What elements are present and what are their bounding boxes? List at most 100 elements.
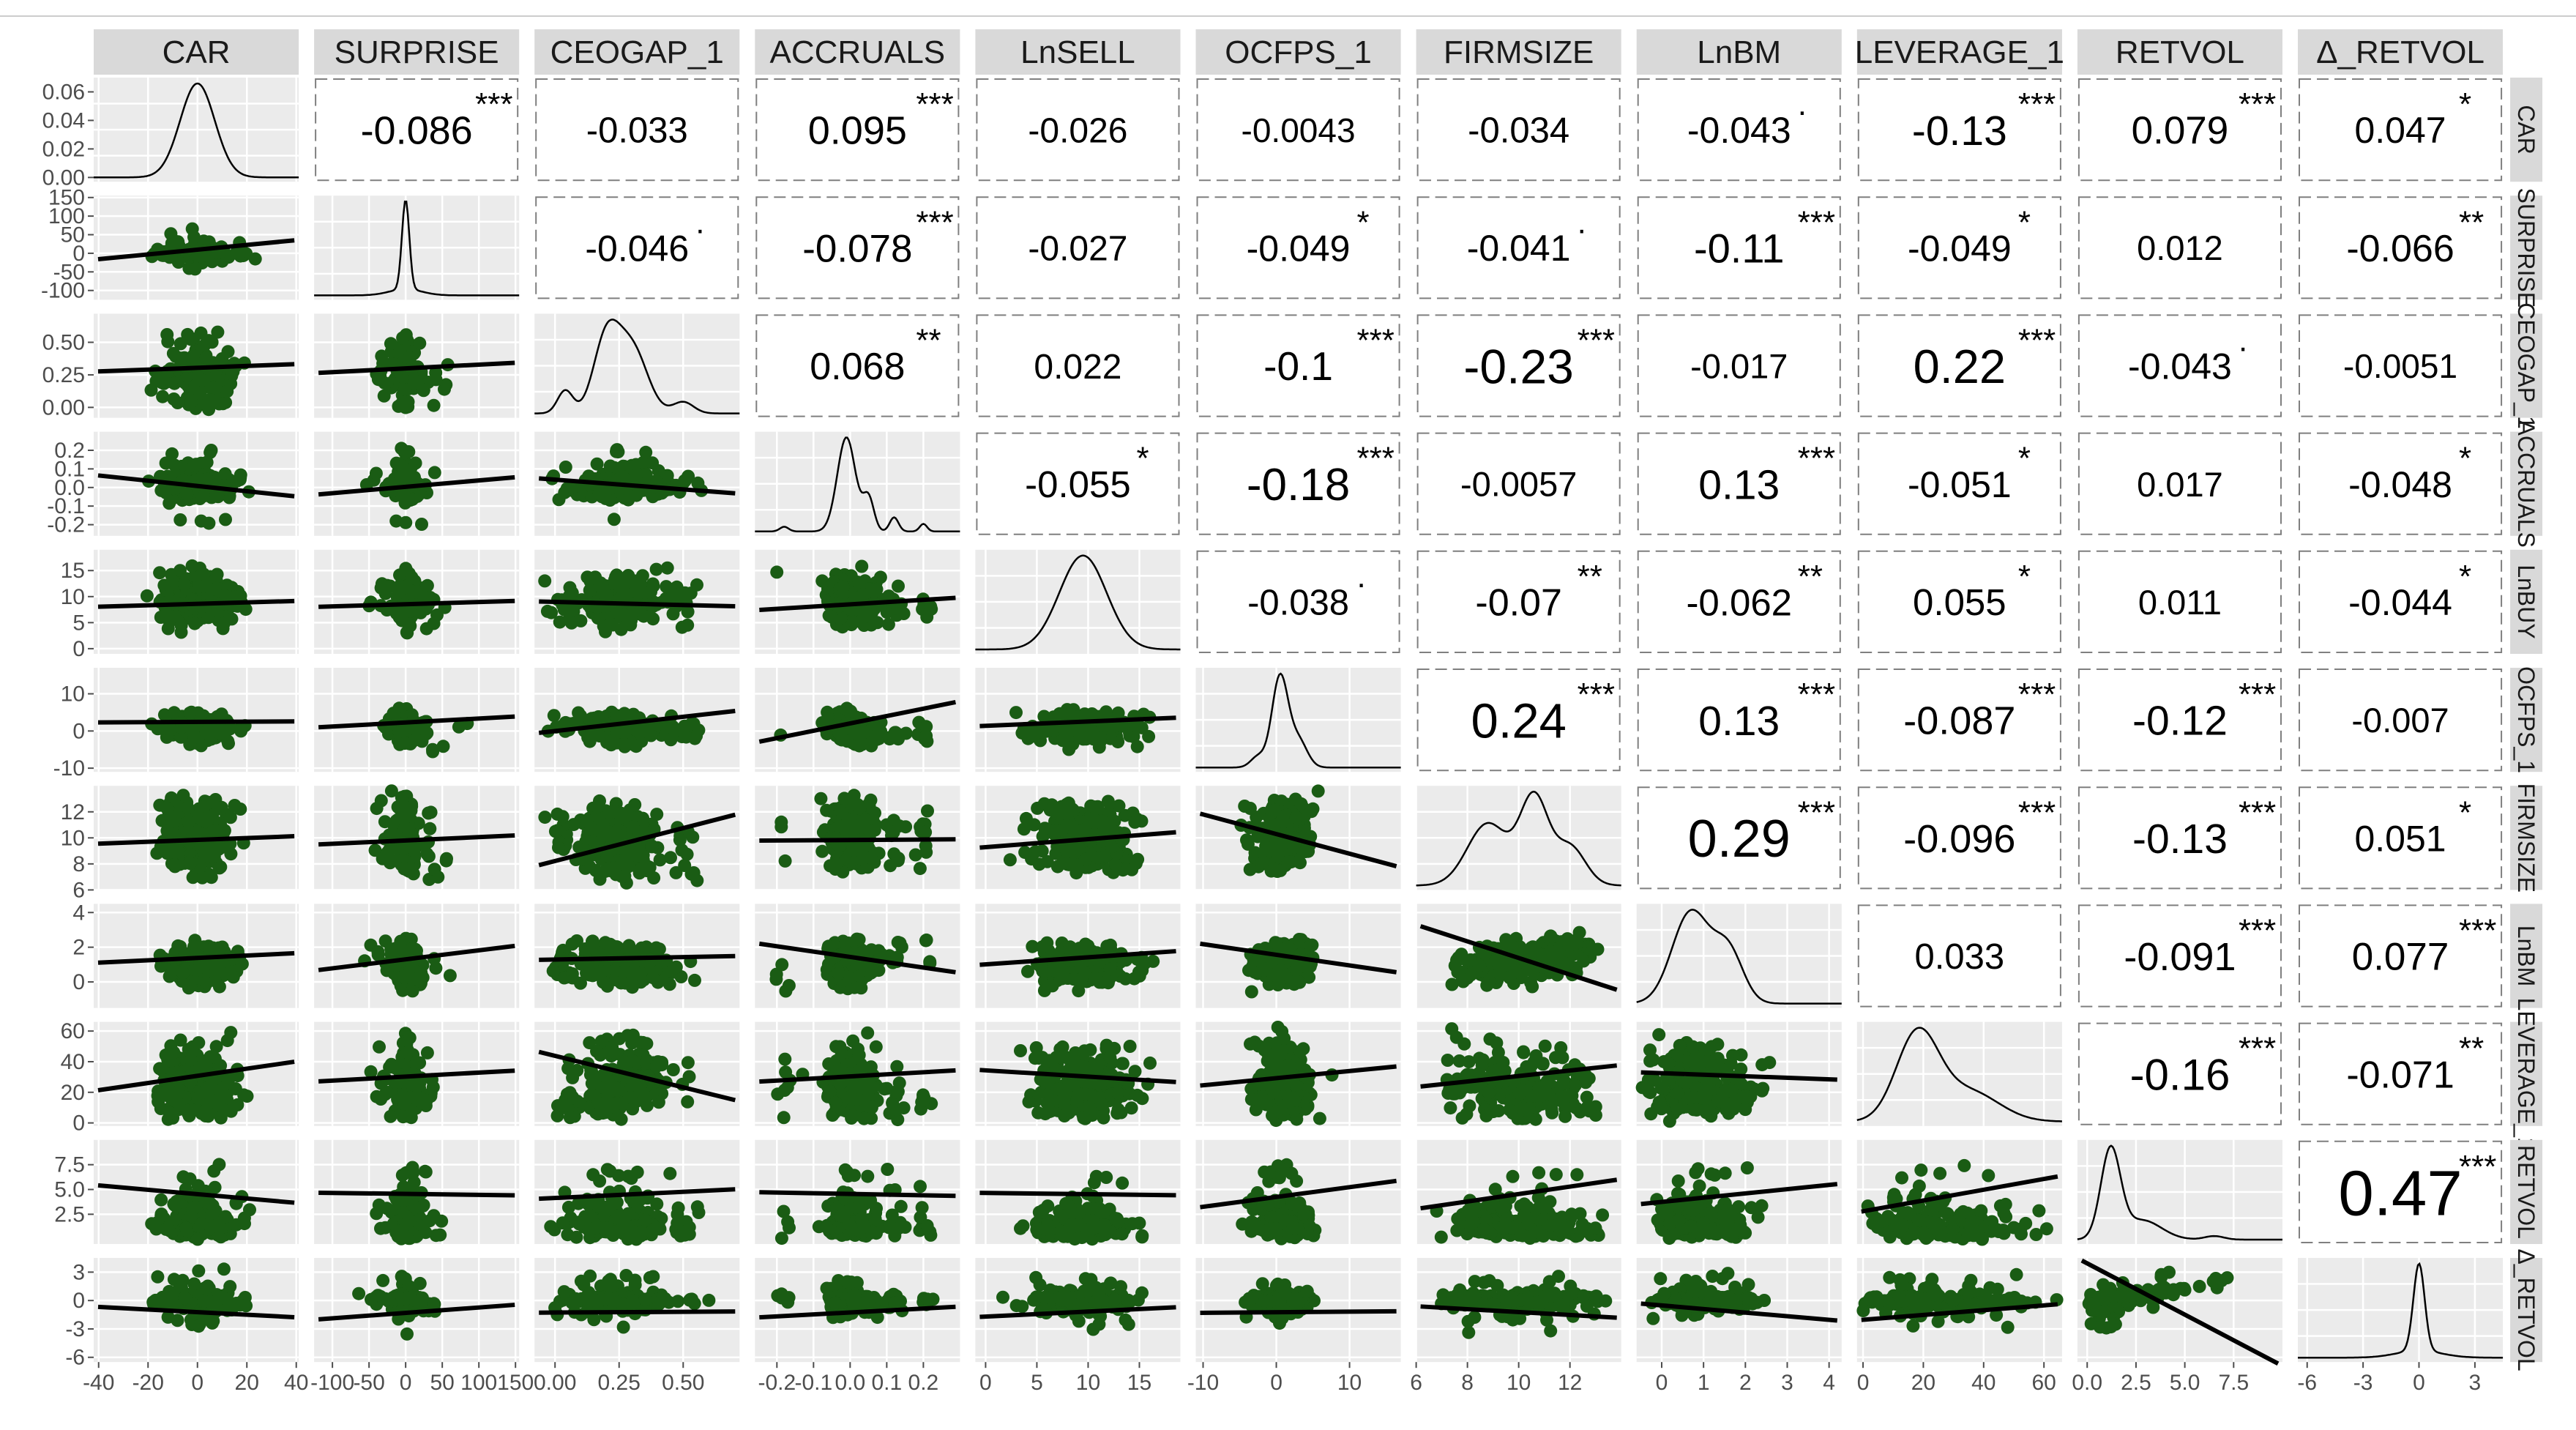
data-point: [899, 820, 912, 833]
data-point: [685, 717, 698, 730]
data-point: [551, 824, 564, 837]
correlation-value: -0.0057: [1460, 464, 1577, 503]
correlation-value: 0.055: [1913, 581, 2006, 623]
correlation-value: -0.026: [1028, 111, 1127, 150]
data-point: [190, 458, 203, 472]
data-point: [637, 610, 650, 623]
data-point: [183, 707, 196, 720]
column-strip-label: SURPRISE: [335, 34, 499, 70]
significance-stars: .: [695, 204, 704, 240]
correlation-value: -0.18: [1247, 460, 1350, 510]
data-point: [200, 726, 213, 740]
data-point: [420, 847, 433, 860]
significance-stars: *: [1357, 204, 1370, 240]
row-strip-label: ACCRUALS: [2513, 420, 2539, 548]
data-point: [650, 808, 663, 821]
correlation-value: -0.034: [1468, 111, 1569, 151]
data-point: [1031, 802, 1044, 815]
significance-stars: .: [1357, 559, 1366, 595]
significance-stars: *: [2018, 204, 2031, 240]
data-point: [591, 458, 604, 471]
data-point: [398, 737, 411, 750]
data-point: [548, 709, 561, 722]
correlation-value: -0.13: [1912, 108, 2007, 154]
correlation-value: 0.095: [808, 109, 907, 153]
data-point: [168, 609, 181, 622]
data-point: [814, 792, 827, 805]
significance-stars: .: [1798, 86, 1807, 122]
data-point: [559, 461, 572, 474]
data-point: [867, 856, 881, 869]
significance-stars: *: [2018, 559, 2031, 595]
data-point: [646, 840, 659, 853]
data-point: [853, 802, 866, 815]
data-point: [892, 852, 905, 865]
correlation-value: -0.1: [1263, 343, 1333, 389]
data-point: [426, 745, 439, 759]
data-point: [397, 581, 410, 595]
data-point: [370, 802, 384, 815]
data-point: [156, 610, 169, 623]
data-point: [857, 726, 870, 740]
correlation-value: 0.017: [2137, 465, 2223, 504]
correlation-value: -0.044: [2348, 582, 2452, 623]
correlation-value: -0.049: [1247, 228, 1351, 269]
data-point: [892, 580, 905, 593]
row-strip-label: LnBM: [2513, 926, 2539, 987]
correlation-value: -0.062: [1686, 581, 1792, 623]
data-point: [853, 576, 866, 589]
data-point: [624, 614, 638, 628]
column-strip-label: Δ_RETVOL: [2316, 34, 2484, 70]
data-point: [186, 559, 199, 573]
data-point: [428, 466, 441, 479]
correlation-value: -0.12: [2132, 697, 2228, 744]
data-point: [214, 841, 228, 854]
correlation-value: 0.068: [810, 346, 905, 388]
data-point: [621, 808, 634, 822]
column-strip-label: FIRMSIZE: [1444, 34, 1594, 70]
column-strip-label: ACCRUALS: [770, 34, 946, 70]
data-point: [157, 373, 170, 387]
data-point: [538, 811, 551, 824]
data-point: [428, 399, 441, 412]
significance-stars: ***: [2018, 677, 2056, 712]
data-point: [387, 707, 400, 720]
data-point: [178, 578, 191, 591]
data-point: [1009, 706, 1023, 719]
significance-stars: ***: [475, 86, 512, 122]
correlation-value: -0.23: [1463, 339, 1573, 393]
data-point: [538, 574, 551, 587]
data-point: [415, 518, 428, 531]
significance-stars: ***: [1357, 323, 1395, 359]
data-point: [919, 729, 933, 742]
data-point: [650, 563, 663, 576]
correlation-value: -0.027: [1028, 230, 1127, 269]
data-point: [583, 584, 597, 597]
data-point: [668, 724, 682, 737]
data-point: [1063, 707, 1076, 720]
data-point: [398, 805, 411, 818]
correlation-value: -0.038: [1247, 584, 1349, 623]
data-point: [1033, 725, 1046, 738]
data-point: [602, 805, 616, 819]
data-point: [228, 799, 242, 812]
correlation-value: 0.079: [2132, 109, 2229, 152]
data-point: [882, 618, 895, 631]
data-point: [815, 845, 829, 858]
data-point: [195, 327, 208, 340]
data-point: [1033, 857, 1046, 871]
significance-stars: ***: [916, 86, 953, 122]
data-point: [612, 829, 625, 842]
data-point: [608, 513, 621, 526]
data-point: [610, 445, 623, 458]
significance-stars: **: [916, 323, 941, 359]
data-point: [837, 792, 851, 805]
data-point: [690, 578, 703, 592]
data-point: [234, 469, 247, 482]
data-point: [770, 565, 783, 578]
data-point: [160, 457, 173, 470]
significance-stars: ***: [1357, 441, 1395, 477]
data-point: [667, 607, 680, 620]
data-point: [820, 804, 833, 817]
